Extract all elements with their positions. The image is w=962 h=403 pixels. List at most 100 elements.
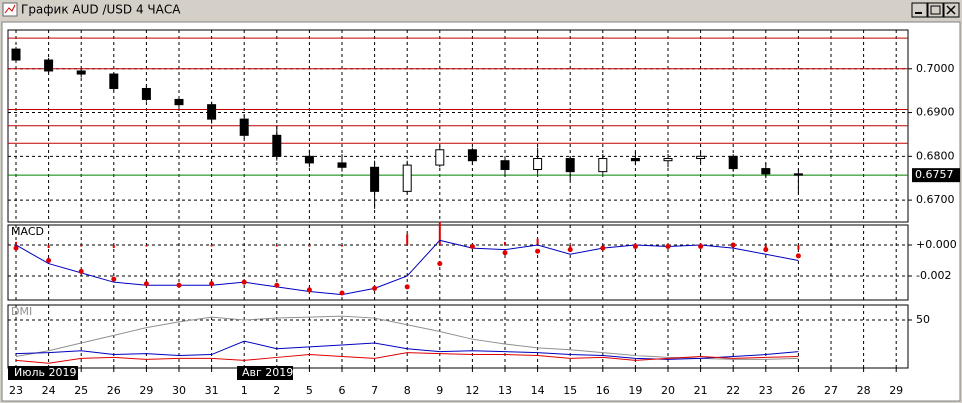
candle-body	[272, 134, 282, 157]
y-tick-label: 0.6800	[916, 149, 955, 162]
x-tick-label: 7	[371, 384, 378, 397]
candle-body	[337, 162, 347, 168]
x-tick-label: 23	[759, 384, 773, 397]
signal-dot	[209, 281, 215, 287]
indicator-line	[15, 340, 799, 360]
x-tick-label: 24	[42, 384, 56, 397]
y-tick-label: -0.002	[916, 269, 951, 282]
x-tick-label: 22	[726, 384, 740, 397]
plots: 0.7000 0.6900 0.6800 0.6700 0.6757 +0.000 -0.0…	[7, 29, 960, 397]
candle-body	[239, 118, 249, 136]
panel-frame	[7, 224, 909, 301]
candle-body	[109, 73, 119, 89]
window-icon-glyph	[4, 4, 16, 14]
x-tick-label: 8	[404, 384, 411, 397]
maximize-button[interactable]	[927, 2, 944, 18]
candle-body	[435, 149, 445, 166]
x-tick-label: 12	[465, 384, 479, 397]
candle-body	[11, 48, 21, 61]
signal-dot	[730, 242, 736, 248]
signal-dot	[143, 281, 149, 287]
candle-body	[761, 168, 771, 175]
candle-body	[728, 155, 738, 170]
signal-dot	[632, 244, 638, 250]
candle-body	[370, 166, 380, 192]
signal-dot	[339, 290, 345, 296]
candle-body	[467, 149, 477, 162]
x-tick-label: 23	[9, 384, 23, 397]
y-tick-label: 0.6900	[916, 106, 955, 119]
signal-dot	[111, 276, 117, 282]
x-tick-label: 26	[791, 384, 805, 397]
signal-dot	[274, 282, 280, 288]
signal-dot	[241, 279, 247, 285]
candle-body	[141, 87, 151, 100]
x-tick-label: 20	[661, 384, 675, 397]
indicator-line	[15, 352, 799, 364]
candle-body	[304, 155, 314, 164]
panel-frame	[7, 304, 909, 369]
y-tick-label: 50	[916, 313, 930, 326]
x-tick-label: 25	[74, 384, 88, 397]
signal-dot	[46, 257, 52, 263]
period-label: Июль 2019	[14, 366, 77, 379]
window-title: График AUD /USD 4 ЧАСА	[21, 3, 181, 17]
candle-body	[44, 59, 54, 72]
panel-title: MACD	[11, 225, 44, 238]
candle-body	[598, 158, 608, 173]
period-badge	[237, 366, 293, 380]
signal-dot	[763, 247, 769, 253]
price-label: 0.6757	[915, 168, 954, 181]
signal-dot	[698, 244, 704, 250]
price-badge	[912, 168, 960, 183]
signal-dot	[372, 285, 378, 291]
candle-body	[402, 164, 412, 192]
signal-dot	[502, 250, 508, 256]
window-buttons	[911, 2, 960, 18]
candle-body	[630, 158, 640, 162]
x-tick-label: 29	[139, 384, 153, 397]
chart-area	[1, 21, 961, 402]
candle-body	[565, 158, 575, 173]
maximize-glyph	[930, 5, 941, 15]
x-tick-label: 14	[531, 384, 545, 397]
x-tick-label: 21	[694, 384, 708, 397]
x-tick-label: 5	[306, 384, 313, 397]
x-tick-label: 6	[339, 384, 346, 397]
signal-dot	[404, 284, 410, 290]
x-tick-label: 30	[172, 384, 186, 397]
signal-dot	[535, 248, 541, 254]
signal-dot	[600, 245, 606, 251]
signal-dot	[795, 253, 801, 259]
minimize-button[interactable]	[911, 2, 928, 18]
x-tick-label: 16	[596, 384, 610, 397]
x-tick-label: 29	[889, 384, 903, 397]
x-tick-label: 19	[628, 384, 642, 397]
signal-dot	[437, 261, 443, 267]
x-tick-label: 1	[241, 384, 248, 397]
x-tick-label: 2	[273, 384, 280, 397]
x-tick-label: 28	[857, 384, 871, 397]
title-bar	[0, 0, 962, 20]
x-tick-label: 15	[563, 384, 577, 397]
signal-dot	[306, 287, 312, 293]
candle-body	[793, 173, 803, 176]
signal-dot	[665, 244, 671, 250]
y-tick-label: +0.000	[916, 238, 957, 251]
close-glyph	[946, 5, 956, 15]
period-badge	[8, 366, 78, 380]
candle-body	[696, 155, 706, 160]
signal-dot	[13, 245, 19, 251]
candle-body	[174, 98, 184, 106]
candle-body	[500, 160, 510, 170]
signal-dot	[176, 282, 182, 288]
y-tick-label: 0.6700	[916, 193, 955, 206]
x-tick-label: 27	[824, 384, 838, 397]
candle-body	[663, 158, 673, 162]
x-tick-label: 13	[498, 384, 512, 397]
x-tick-label: 26	[107, 384, 121, 397]
candle-body	[207, 104, 217, 120]
panel-title: DMI	[11, 305, 32, 318]
signal-dot	[567, 247, 573, 253]
